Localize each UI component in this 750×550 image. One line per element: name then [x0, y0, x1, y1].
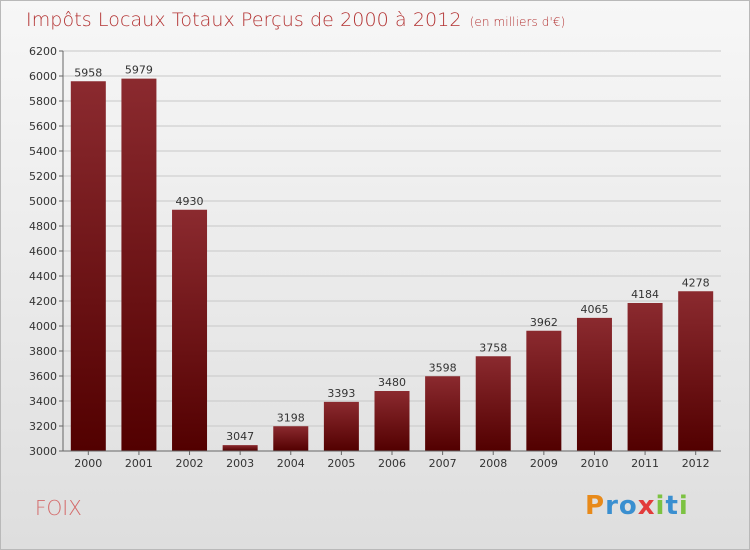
- x-tick-label: 2003: [226, 457, 254, 470]
- logo-letter: P: [585, 491, 606, 521]
- logo-letter: t: [665, 491, 679, 521]
- bar-value-label: 4065: [580, 303, 608, 316]
- x-tick-label: 2006: [378, 457, 406, 470]
- y-tick-label: 4200: [29, 295, 57, 308]
- x-tick-label: 2002: [176, 457, 204, 470]
- y-tick-label: 6000: [29, 70, 57, 83]
- location-name: FOIX: [35, 496, 82, 520]
- bar-value-label: 3047: [226, 430, 254, 443]
- y-tick-label: 5000: [29, 195, 57, 208]
- logo-letter: x: [637, 491, 656, 521]
- y-tick-label: 4600: [29, 245, 57, 258]
- chart-title-text: Impôts Locaux Totaux Perçus de 2000 à 20…: [26, 9, 462, 31]
- y-tick-label: 3000: [29, 445, 57, 458]
- y-tick-label: 3800: [29, 345, 57, 358]
- x-tick-label: 2007: [429, 457, 457, 470]
- bar-2004: [273, 426, 309, 451]
- chart-subtitle: (en milliers d'€): [469, 15, 566, 29]
- bar-2000: [70, 81, 106, 451]
- y-tick-label: 5400: [29, 145, 57, 158]
- y-tick-label: 3400: [29, 395, 57, 408]
- bars: 5958 5979 4930 3047 3198 3393 3480 3598 3758 3962…: [70, 64, 714, 451]
- proxiti-logo: Proxiti: [585, 491, 689, 521]
- y-tick-label: 4800: [29, 220, 57, 233]
- x-tick-label: 2009: [530, 457, 558, 470]
- bar-value-label: 3198: [277, 411, 305, 424]
- bar-2009: [526, 330, 562, 451]
- x-tick-label: 2010: [580, 457, 608, 470]
- x-axis: 2000 2001 2002 2003 2004 2005 2006 2007 2008 2009…: [63, 450, 721, 470]
- bar-value-label: 5979: [125, 64, 153, 77]
- y-tick-label: 6200: [29, 45, 57, 58]
- bar-2006: [374, 391, 410, 451]
- logo-letter: i: [678, 491, 689, 521]
- y-tick-label: 5200: [29, 170, 57, 183]
- logo-letter: r: [605, 491, 619, 521]
- x-tick-label: 2005: [327, 457, 355, 470]
- bar-value-label: 3962: [530, 316, 558, 329]
- bar-2010: [576, 317, 612, 451]
- bar-value-label: 4930: [176, 195, 204, 208]
- bar-value-label: 5958: [74, 66, 102, 79]
- x-tick-label: 2000: [74, 457, 102, 470]
- bar-value-label: 3758: [479, 341, 507, 354]
- y-tick-label: 3600: [29, 370, 57, 383]
- bar-2011: [627, 303, 663, 451]
- bar-value-label: 3393: [327, 387, 355, 400]
- chart-title: Impôts Locaux Totaux Perçus de 2000 à 20…: [26, 9, 565, 31]
- bar-2012: [678, 291, 714, 451]
- x-tick-label: 2012: [682, 457, 710, 470]
- y-tick-label: 4400: [29, 270, 57, 283]
- y-tick-label: 5600: [29, 120, 57, 133]
- logo-letter: o: [618, 491, 638, 521]
- bar-2001: [121, 78, 157, 451]
- x-tick-label: 2008: [479, 457, 507, 470]
- x-tick-label: 2004: [277, 457, 305, 470]
- y-tick-label: 3200: [29, 420, 57, 433]
- y-axis: 3000 3200 3400 3600 3800 4000 4200 4400 4600 4800…: [29, 45, 64, 458]
- bar-2002: [172, 209, 208, 451]
- x-tick-label: 2001: [125, 457, 153, 470]
- bar-value-label: 4184: [631, 288, 659, 301]
- y-tick-label: 5800: [29, 95, 57, 108]
- y-tick-label: 4000: [29, 320, 57, 333]
- bar-value-label: 3480: [378, 376, 406, 389]
- bar-value-label: 4278: [682, 276, 710, 289]
- bar-value-label: 3598: [429, 361, 457, 374]
- logo-letter: i: [655, 491, 666, 521]
- bar-2005: [323, 401, 359, 451]
- x-tick-label: 2011: [631, 457, 659, 470]
- bar-2007: [425, 376, 461, 451]
- bar-2008: [475, 356, 511, 451]
- bar-2003: [222, 445, 258, 451]
